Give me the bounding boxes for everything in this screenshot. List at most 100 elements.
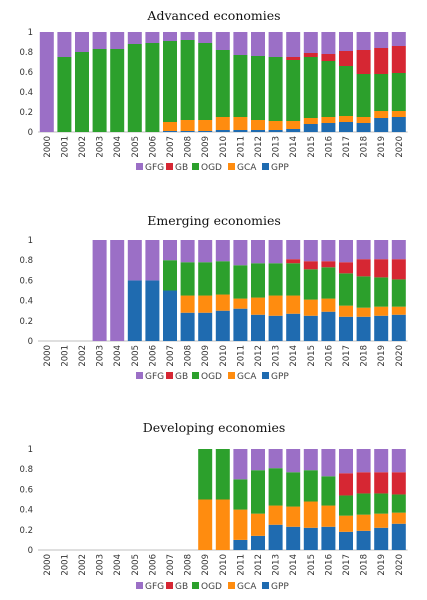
- x-tick-label: 2010: [219, 136, 229, 158]
- bar-gfg-2014: [286, 240, 301, 260]
- y-tick-label: 0.6: [19, 276, 33, 286]
- bar-gpp-2010: [215, 310, 230, 341]
- bar-ogd-2014: [286, 263, 301, 296]
- bar-gb-2015: [303, 261, 318, 270]
- bar-ogd-2017: [339, 273, 353, 306]
- bar-gca-2015: [303, 299, 318, 316]
- bar-gfg-2005: [127, 32, 142, 44]
- bar-gca-2010: [215, 499, 230, 550]
- legend-label-ogd: OGD: [201, 582, 222, 592]
- legend-label-gpp: GPP: [271, 372, 289, 382]
- bar-gfg-2010: [215, 240, 230, 262]
- chart-title: Emerging economies: [147, 213, 281, 228]
- x-tick-label: 2003: [96, 136, 106, 158]
- bar-gfg-2007: [163, 32, 177, 41]
- legend-label-gpp: GPP: [271, 163, 289, 173]
- bar-gb-2019: [374, 259, 389, 278]
- x-tick-label: 2003: [96, 554, 106, 576]
- bar-gfg-2011: [233, 240, 248, 266]
- bar-gca-2010: [215, 294, 230, 311]
- bar-gb-2016: [321, 54, 336, 61]
- bar-gb-2020: [391, 259, 406, 280]
- bar-ogd-2019: [374, 493, 389, 514]
- bar-gb-2019: [374, 472, 389, 494]
- x-tick-label: 2002: [78, 136, 88, 158]
- y-tick-label: 0.4: [19, 88, 33, 98]
- bar-gca-2018: [356, 307, 371, 317]
- legend-marker-gb: [166, 372, 173, 379]
- bar-gpp-2005: [127, 280, 142, 341]
- bar-gfg-2018: [356, 240, 371, 260]
- x-tick-label: 2001: [60, 136, 70, 158]
- bar-gfg-2018: [356, 449, 371, 473]
- legend-marker-ogd: [192, 372, 199, 379]
- y-tick-label: 0: [28, 128, 33, 138]
- x-tick-label: 2006: [148, 345, 158, 367]
- bar-ogd-2005: [127, 44, 142, 132]
- bar-gfg-2014: [286, 449, 301, 473]
- y-tick-label: 1: [28, 28, 33, 38]
- bar-gpp-2019: [374, 118, 389, 132]
- legend-label-ogd: OGD: [201, 163, 222, 173]
- bar-gpp-2014: [286, 129, 301, 132]
- bar-gca-2012: [251, 297, 265, 315]
- bar-gpp-2017: [339, 122, 353, 132]
- bar-gca-2009: [198, 499, 213, 550]
- bar-gca-2007: [163, 122, 177, 131]
- x-tick-label: 2010: [219, 345, 229, 367]
- bar-gb-2018: [356, 50, 371, 74]
- x-tick-label: 2015: [307, 554, 317, 576]
- legend-label-gb: GB: [175, 582, 188, 592]
- bar-gpp-2011: [233, 130, 248, 132]
- bar-gfg-2015: [303, 449, 318, 471]
- bar-gca-2017: [339, 305, 353, 317]
- x-tick-label: 2014: [289, 554, 299, 576]
- bar-gpp-2013: [268, 315, 283, 341]
- x-tick-label: 2020: [395, 554, 405, 576]
- bar-gfg-2020: [391, 32, 406, 46]
- bar-ogd-2011: [233, 479, 248, 510]
- bar-gfg-2004: [110, 240, 125, 341]
- bar-gb-2018: [356, 472, 371, 494]
- x-tick-label: 2019: [377, 345, 387, 367]
- legend-label-ogd: OGD: [201, 372, 222, 382]
- x-tick-label: 2008: [184, 136, 194, 158]
- x-tick-label: 2017: [342, 554, 352, 576]
- bar-gca-2013: [268, 295, 283, 316]
- bar-gpp-2014: [286, 313, 301, 341]
- bar-gb-2017: [339, 51, 353, 66]
- bar-gpp-2016: [321, 123, 336, 132]
- x-tick-label: 2012: [254, 554, 264, 576]
- x-tick-label: 2007: [166, 345, 176, 367]
- x-tick-label: 2007: [166, 136, 176, 158]
- x-tick-label: 2003: [96, 345, 106, 367]
- bar-gfg-2012: [251, 449, 265, 471]
- x-tick-label: 2009: [201, 554, 211, 576]
- bar-gpp-2018: [356, 316, 371, 341]
- bar-gfg-2017: [339, 449, 353, 474]
- bar-gca-2018: [356, 117, 371, 123]
- bar-ogd-2014: [286, 60, 301, 121]
- legend-marker-gb: [166, 163, 173, 170]
- x-tick-label: 2014: [289, 345, 299, 367]
- legend-marker-gca: [228, 582, 235, 589]
- bar-gfg-2003: [92, 32, 107, 49]
- bar-gpp-2013: [268, 524, 283, 550]
- y-tick-label: 0.8: [19, 48, 33, 58]
- bar-gpp-2008: [180, 312, 195, 341]
- bar-gpp-2008: [180, 131, 195, 132]
- bar-gfg-2011: [233, 32, 248, 55]
- x-tick-label: 2009: [201, 345, 211, 367]
- legend-label-gca: GCA: [237, 372, 257, 382]
- x-tick-label: 2002: [78, 554, 88, 576]
- legend-marker-gpp: [262, 372, 269, 379]
- y-tick-label: 0.6: [19, 68, 33, 78]
- legend-label-gfg: GFG: [145, 372, 164, 382]
- y-tick-label: 0.6: [19, 485, 33, 495]
- bar-gca-2011: [233, 509, 248, 540]
- legend-marker-ogd: [192, 163, 199, 170]
- y-tick-label: 0.4: [19, 506, 33, 516]
- bar-gfg-2006: [145, 240, 160, 281]
- x-tick-label: 2017: [342, 136, 352, 158]
